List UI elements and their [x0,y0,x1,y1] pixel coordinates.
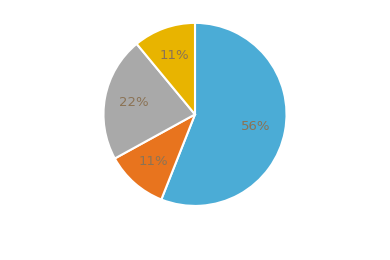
Text: 11%: 11% [139,155,168,168]
Wedge shape [115,114,195,199]
Wedge shape [103,44,195,159]
Text: 56%: 56% [241,120,271,133]
Wedge shape [136,23,195,114]
Text: 22%: 22% [119,96,149,109]
Text: 11%: 11% [159,49,189,62]
Wedge shape [161,23,287,206]
